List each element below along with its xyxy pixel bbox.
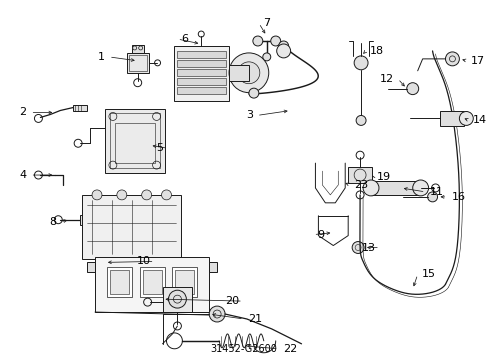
Circle shape	[229, 53, 269, 93]
Circle shape	[363, 180, 379, 196]
Text: 19: 19	[377, 172, 391, 182]
Bar	[177, 78, 226, 85]
Text: 12: 12	[380, 74, 394, 84]
Text: 20: 20	[225, 296, 239, 306]
Text: 22: 22	[283, 344, 297, 354]
Bar	[110, 113, 160, 168]
Bar	[80, 215, 90, 225]
Circle shape	[354, 56, 368, 70]
Text: 18: 18	[370, 46, 384, 56]
Circle shape	[445, 52, 460, 66]
Text: 10: 10	[137, 256, 150, 266]
Bar	[143, 270, 162, 294]
Circle shape	[279, 41, 289, 51]
Text: 17: 17	[471, 56, 486, 66]
Circle shape	[142, 190, 151, 200]
Bar	[140, 267, 165, 297]
Bar	[209, 262, 217, 272]
Text: 16: 16	[451, 192, 466, 202]
Text: 31452-G2600: 31452-G2600	[211, 344, 277, 354]
Text: 14: 14	[473, 116, 488, 125]
Bar	[172, 267, 197, 297]
Circle shape	[428, 192, 438, 202]
Text: 1: 1	[98, 52, 105, 62]
Text: 11: 11	[430, 187, 443, 197]
Circle shape	[238, 62, 260, 84]
Bar	[87, 262, 95, 272]
Text: 21: 21	[248, 314, 262, 324]
Bar	[440, 111, 465, 126]
Circle shape	[133, 46, 137, 50]
Text: 3: 3	[246, 111, 253, 121]
Text: 7: 7	[263, 18, 270, 28]
Bar	[177, 51, 226, 58]
Bar	[177, 60, 226, 67]
Circle shape	[263, 53, 271, 61]
Circle shape	[209, 306, 225, 322]
Bar	[115, 123, 154, 163]
Bar	[132, 45, 144, 53]
Text: 5: 5	[156, 143, 164, 153]
Bar	[163, 287, 192, 312]
Text: 15: 15	[422, 269, 436, 279]
Text: 2: 2	[20, 108, 26, 117]
Bar	[127, 53, 148, 73]
Circle shape	[460, 112, 473, 125]
Circle shape	[407, 83, 418, 95]
Circle shape	[253, 36, 263, 46]
Text: 6: 6	[181, 34, 188, 44]
Bar	[174, 46, 229, 100]
Bar	[371, 181, 421, 195]
Bar	[95, 257, 209, 312]
Circle shape	[92, 190, 102, 200]
Bar	[175, 270, 195, 294]
Circle shape	[356, 116, 366, 125]
Bar	[82, 195, 181, 260]
Bar	[177, 87, 226, 94]
Text: 23: 23	[354, 180, 368, 190]
Bar	[110, 270, 129, 294]
Circle shape	[277, 44, 291, 58]
Bar	[105, 108, 165, 173]
Bar	[348, 167, 372, 183]
Circle shape	[162, 190, 172, 200]
Bar	[229, 65, 249, 81]
Circle shape	[249, 88, 259, 98]
Circle shape	[413, 180, 429, 196]
Circle shape	[117, 190, 127, 200]
Bar	[73, 104, 87, 111]
Text: 13: 13	[362, 243, 376, 252]
Bar	[107, 267, 132, 297]
Text: 9: 9	[318, 230, 324, 240]
Bar	[129, 55, 147, 71]
Text: 8: 8	[49, 217, 56, 227]
Text: 4: 4	[20, 170, 26, 180]
Bar	[177, 69, 226, 76]
Circle shape	[169, 290, 186, 308]
Circle shape	[271, 36, 281, 46]
Circle shape	[352, 242, 364, 253]
Circle shape	[139, 46, 143, 50]
